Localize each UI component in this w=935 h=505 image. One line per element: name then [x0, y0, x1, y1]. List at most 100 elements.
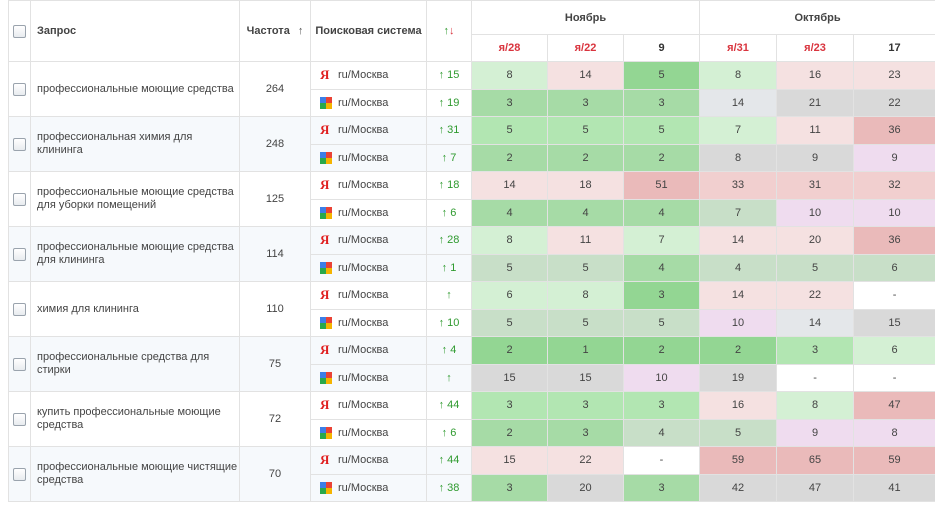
position-cell[interactable]: 3 [471, 88, 548, 117]
position-cell[interactable]: - [853, 281, 935, 310]
position-cell[interactable]: 3 [622, 281, 701, 310]
position-cell[interactable]: 4 [547, 198, 624, 227]
position-cell[interactable]: 22 [547, 446, 624, 475]
position-cell[interactable]: 6 [853, 253, 935, 282]
position-cell[interactable]: 51 [622, 171, 701, 200]
position-cell[interactable]: 18 [547, 171, 624, 200]
position-cell[interactable]: 9 [776, 418, 855, 447]
position-cell[interactable]: 22 [776, 281, 855, 310]
position-cell[interactable]: 14 [776, 308, 855, 337]
position-cell[interactable]: 20 [547, 473, 624, 502]
position-cell[interactable]: 11 [547, 226, 624, 255]
date-header[interactable]: я/31 [699, 34, 778, 62]
row-checkbox[interactable] [13, 137, 26, 151]
position-cell[interactable]: 10 [622, 363, 701, 392]
position-cell[interactable]: 33 [699, 171, 778, 200]
date-header[interactable]: я/22 [547, 34, 624, 62]
position-cell[interactable]: 5 [471, 116, 548, 145]
position-cell[interactable]: 20 [776, 226, 855, 255]
position-cell[interactable]: 31 [776, 171, 855, 200]
position-cell[interactable]: 8 [699, 61, 778, 90]
position-cell[interactable]: 15 [853, 308, 935, 337]
position-cell[interactable]: 32 [853, 171, 935, 200]
position-cell[interactable]: 5 [547, 253, 624, 282]
position-cell[interactable]: 8 [471, 61, 548, 90]
position-cell[interactable]: 8 [699, 143, 778, 172]
position-cell[interactable]: 59 [699, 446, 778, 475]
position-cell[interactable]: 5 [622, 116, 701, 145]
position-cell[interactable]: 6 [853, 336, 935, 365]
position-cell[interactable]: 15 [547, 363, 624, 392]
date-header[interactable]: я/23 [776, 34, 855, 62]
position-cell[interactable]: 16 [776, 61, 855, 90]
position-cell[interactable]: 3 [471, 473, 548, 502]
row-checkbox[interactable] [13, 82, 26, 96]
position-cell[interactable]: 4 [471, 198, 548, 227]
position-cell[interactable]: 4 [622, 198, 701, 227]
position-cell[interactable]: 8 [547, 281, 624, 310]
row-checkbox[interactable] [13, 467, 26, 481]
position-cell[interactable]: 2 [699, 336, 778, 365]
position-cell[interactable]: 10 [699, 308, 778, 337]
position-cell[interactable]: 2 [547, 143, 624, 172]
position-cell[interactable]: 3 [471, 391, 548, 420]
position-cell[interactable]: 5 [471, 308, 548, 337]
position-cell[interactable]: 1 [547, 336, 624, 365]
position-cell[interactable]: 3 [776, 336, 855, 365]
position-cell[interactable]: 5 [547, 308, 624, 337]
position-cell[interactable]: - [622, 446, 701, 475]
position-cell[interactable]: 2 [622, 336, 701, 365]
date-header[interactable]: 9 [622, 34, 701, 62]
frequency-header[interactable]: Частота ↑ [239, 0, 311, 62]
position-cell[interactable]: 2 [471, 143, 548, 172]
position-cell[interactable]: 5 [471, 253, 548, 282]
position-cell[interactable]: 21 [776, 88, 855, 117]
position-cell[interactable]: 16 [699, 391, 778, 420]
position-cell[interactable]: 3 [547, 418, 624, 447]
position-cell[interactable]: 36 [853, 116, 935, 145]
position-cell[interactable]: 36 [853, 226, 935, 255]
position-cell[interactable]: 2 [471, 418, 548, 447]
position-cell[interactable]: 3 [622, 473, 701, 502]
position-cell[interactable]: 65 [776, 446, 855, 475]
position-cell[interactable]: 15 [471, 446, 548, 475]
position-cell[interactable]: 22 [853, 88, 935, 117]
position-cell[interactable]: 3 [547, 391, 624, 420]
query-header[interactable]: Запрос [30, 0, 240, 62]
position-cell[interactable]: 5 [622, 61, 701, 90]
date-header[interactable]: я/28 [471, 34, 548, 62]
position-cell[interactable]: 59 [853, 446, 935, 475]
position-cell[interactable]: 3 [622, 88, 701, 117]
position-cell[interactable]: 11 [776, 116, 855, 145]
position-cell[interactable]: 7 [622, 226, 701, 255]
position-cell[interactable]: 2 [622, 143, 701, 172]
position-cell[interactable]: 14 [699, 226, 778, 255]
change-header[interactable]: ↑↓ [426, 0, 472, 62]
row-checkbox[interactable] [13, 357, 26, 371]
position-cell[interactable]: 10 [776, 198, 855, 227]
position-cell[interactable]: 7 [699, 198, 778, 227]
position-cell[interactable]: 47 [776, 473, 855, 502]
position-cell[interactable]: - [776, 363, 855, 392]
select-all-checkbox[interactable] [13, 24, 26, 38]
position-cell[interactable]: 5 [776, 253, 855, 282]
position-cell[interactable]: 8 [776, 391, 855, 420]
position-cell[interactable]: 10 [853, 198, 935, 227]
date-header[interactable]: 17 [853, 34, 935, 62]
position-cell[interactable]: 42 [699, 473, 778, 502]
position-cell[interactable]: 41 [853, 473, 935, 502]
position-cell[interactable]: 14 [699, 281, 778, 310]
position-cell[interactable]: 4 [699, 253, 778, 282]
position-cell[interactable]: 15 [471, 363, 548, 392]
position-cell[interactable]: 2 [471, 336, 548, 365]
position-cell[interactable]: 14 [699, 88, 778, 117]
position-cell[interactable]: 3 [622, 391, 701, 420]
position-cell[interactable]: 4 [622, 253, 701, 282]
row-checkbox[interactable] [13, 412, 26, 426]
position-cell[interactable]: 6 [471, 281, 548, 310]
position-cell[interactable]: 19 [699, 363, 778, 392]
position-cell[interactable]: 7 [699, 116, 778, 145]
position-cell[interactable]: 23 [853, 61, 935, 90]
position-cell[interactable]: 14 [547, 61, 624, 90]
position-cell[interactable]: 47 [853, 391, 935, 420]
